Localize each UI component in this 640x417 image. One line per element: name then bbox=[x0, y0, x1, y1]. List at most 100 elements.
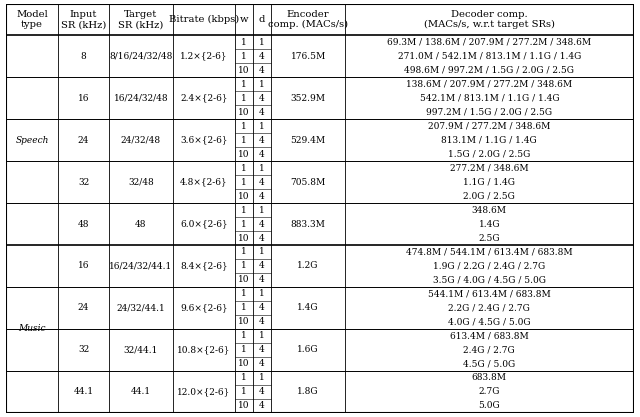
Text: 4: 4 bbox=[259, 108, 265, 117]
Text: 1: 1 bbox=[241, 122, 247, 131]
Text: 1.4G: 1.4G bbox=[297, 304, 319, 312]
Text: 1: 1 bbox=[241, 373, 247, 382]
Text: 69.3M / 138.6M / 207.9M / 277.2M / 348.6M: 69.3M / 138.6M / 207.9M / 277.2M / 348.6… bbox=[387, 38, 591, 47]
Text: 1: 1 bbox=[259, 289, 265, 299]
Text: 1.5G / 2.0G / 2.5G: 1.5G / 2.0G / 2.5G bbox=[448, 150, 531, 158]
Text: 474.8M / 544.1M / 613.4M / 683.8M: 474.8M / 544.1M / 613.4M / 683.8M bbox=[406, 248, 573, 256]
Text: 24/32/48: 24/32/48 bbox=[121, 136, 161, 145]
Text: 48: 48 bbox=[135, 219, 147, 229]
Text: 44.1: 44.1 bbox=[74, 387, 93, 396]
Text: 4: 4 bbox=[259, 304, 265, 312]
Text: Speech: Speech bbox=[15, 136, 49, 145]
Text: 1.4G: 1.4G bbox=[479, 219, 500, 229]
Text: 1.8G: 1.8G bbox=[297, 387, 319, 396]
Text: 4: 4 bbox=[259, 66, 265, 75]
Text: 32/48: 32/48 bbox=[128, 178, 154, 186]
Text: 1: 1 bbox=[241, 206, 247, 214]
Text: 32: 32 bbox=[78, 345, 89, 354]
Text: 883.3M: 883.3M bbox=[291, 219, 326, 229]
Text: 1: 1 bbox=[241, 304, 247, 312]
Text: 2.2G / 2.4G / 2.7G: 2.2G / 2.4G / 2.7G bbox=[449, 304, 531, 312]
Text: 1: 1 bbox=[241, 345, 247, 354]
Text: Input
SR (kHz): Input SR (kHz) bbox=[61, 10, 106, 30]
Text: 1: 1 bbox=[259, 373, 265, 382]
Text: 1: 1 bbox=[259, 38, 265, 47]
Text: Music: Music bbox=[19, 324, 46, 334]
Text: 683.8M: 683.8M bbox=[472, 373, 507, 382]
Text: 4: 4 bbox=[259, 359, 265, 368]
Text: 3.6×{2-6}: 3.6×{2-6} bbox=[180, 136, 228, 145]
Text: 24: 24 bbox=[78, 304, 89, 312]
Text: 12.0×{2-6}: 12.0×{2-6} bbox=[177, 387, 230, 396]
Text: 207.9M / 277.2M / 348.6M: 207.9M / 277.2M / 348.6M bbox=[428, 122, 550, 131]
Text: w: w bbox=[240, 15, 248, 24]
Text: 4: 4 bbox=[259, 191, 265, 201]
Text: 1: 1 bbox=[241, 80, 247, 89]
Text: 16: 16 bbox=[78, 94, 90, 103]
Text: 8.4×{2-6}: 8.4×{2-6} bbox=[180, 261, 228, 271]
Text: 9.6×{2-6}: 9.6×{2-6} bbox=[180, 304, 228, 312]
Text: 16/24/32/44.1: 16/24/32/44.1 bbox=[109, 261, 173, 271]
Text: 4: 4 bbox=[259, 219, 265, 229]
Text: 1: 1 bbox=[241, 332, 247, 340]
Text: 1: 1 bbox=[259, 80, 265, 89]
Text: 1.1G / 1.4G: 1.1G / 1.4G bbox=[463, 178, 515, 186]
Text: 176.5M: 176.5M bbox=[291, 52, 326, 61]
Text: 4.0G / 4.5G / 5.0G: 4.0G / 4.5G / 5.0G bbox=[448, 317, 531, 327]
Text: 138.6M / 207.9M / 277.2M / 348.6M: 138.6M / 207.9M / 277.2M / 348.6M bbox=[406, 80, 572, 89]
Text: 10: 10 bbox=[238, 359, 250, 368]
Text: 16: 16 bbox=[78, 261, 90, 271]
Text: 24/32/44.1: 24/32/44.1 bbox=[116, 304, 165, 312]
Text: 4.5G / 5.0G: 4.5G / 5.0G bbox=[463, 359, 515, 368]
Text: 271.0M / 542.1M / 813.1M / 1.1G / 1.4G: 271.0M / 542.1M / 813.1M / 1.1G / 1.4G bbox=[397, 52, 581, 61]
Text: 4: 4 bbox=[259, 94, 265, 103]
Text: 1: 1 bbox=[241, 219, 247, 229]
Text: 10.8×{2-6}: 10.8×{2-6} bbox=[177, 345, 230, 354]
Text: 1: 1 bbox=[241, 178, 247, 186]
Text: 8: 8 bbox=[81, 52, 86, 61]
Text: 2.5G: 2.5G bbox=[479, 234, 500, 243]
Text: 2.0G / 2.5G: 2.0G / 2.5G bbox=[463, 191, 515, 201]
Text: 348.6M: 348.6M bbox=[472, 206, 507, 214]
Text: 4.8×{2-6}: 4.8×{2-6} bbox=[180, 178, 228, 186]
Text: 10: 10 bbox=[238, 276, 250, 284]
Text: 2.7G: 2.7G bbox=[479, 387, 500, 396]
Text: 16/24/32/48: 16/24/32/48 bbox=[114, 94, 168, 103]
Text: 1.2G: 1.2G bbox=[298, 261, 319, 271]
Text: 1: 1 bbox=[241, 387, 247, 396]
Text: 613.4M / 683.8M: 613.4M / 683.8M bbox=[450, 332, 529, 340]
Text: 1: 1 bbox=[241, 52, 247, 61]
Text: Target
SR (kHz): Target SR (kHz) bbox=[118, 10, 164, 30]
Text: 4: 4 bbox=[259, 345, 265, 354]
Text: 10: 10 bbox=[238, 401, 250, 410]
Text: 1.9G / 2.2G / 2.4G / 2.7G: 1.9G / 2.2G / 2.4G / 2.7G bbox=[433, 261, 545, 271]
Text: d: d bbox=[259, 15, 265, 24]
Text: 2.4G / 2.7G: 2.4G / 2.7G bbox=[463, 345, 515, 354]
Text: 813.1M / 1.1G / 1.4G: 813.1M / 1.1G / 1.4G bbox=[442, 136, 537, 145]
Text: 4: 4 bbox=[259, 52, 265, 61]
Text: 4: 4 bbox=[259, 401, 265, 410]
Text: 705.8M: 705.8M bbox=[291, 178, 326, 186]
Text: 3.5G / 4.0G / 4.5G / 5.0G: 3.5G / 4.0G / 4.5G / 5.0G bbox=[433, 276, 546, 284]
Text: 1: 1 bbox=[241, 289, 247, 299]
Text: 1.2×{2-6}: 1.2×{2-6} bbox=[180, 52, 228, 61]
Text: 4: 4 bbox=[259, 387, 265, 396]
Text: 544.1M / 613.4M / 683.8M: 544.1M / 613.4M / 683.8M bbox=[428, 289, 550, 299]
Text: 1.6G: 1.6G bbox=[297, 345, 319, 354]
Text: 6.0×{2-6}: 6.0×{2-6} bbox=[180, 219, 228, 229]
Text: 5.0G: 5.0G bbox=[479, 401, 500, 410]
Text: 32: 32 bbox=[78, 178, 89, 186]
Text: Bitrate (kbps): Bitrate (kbps) bbox=[169, 15, 239, 24]
Text: 10: 10 bbox=[238, 108, 250, 117]
Text: 352.9M: 352.9M bbox=[291, 94, 326, 103]
Text: 542.1M / 813.1M / 1.1G / 1.4G: 542.1M / 813.1M / 1.1G / 1.4G bbox=[420, 94, 559, 103]
Text: 44.1: 44.1 bbox=[131, 387, 151, 396]
Text: 1: 1 bbox=[241, 248, 247, 256]
Text: 1: 1 bbox=[259, 122, 265, 131]
Text: 4: 4 bbox=[259, 234, 265, 243]
Text: 4: 4 bbox=[259, 261, 265, 271]
Text: 10: 10 bbox=[238, 234, 250, 243]
Text: 1: 1 bbox=[259, 332, 265, 340]
Text: Model
type: Model type bbox=[16, 10, 48, 30]
Text: 277.2M / 348.6M: 277.2M / 348.6M bbox=[450, 163, 529, 173]
